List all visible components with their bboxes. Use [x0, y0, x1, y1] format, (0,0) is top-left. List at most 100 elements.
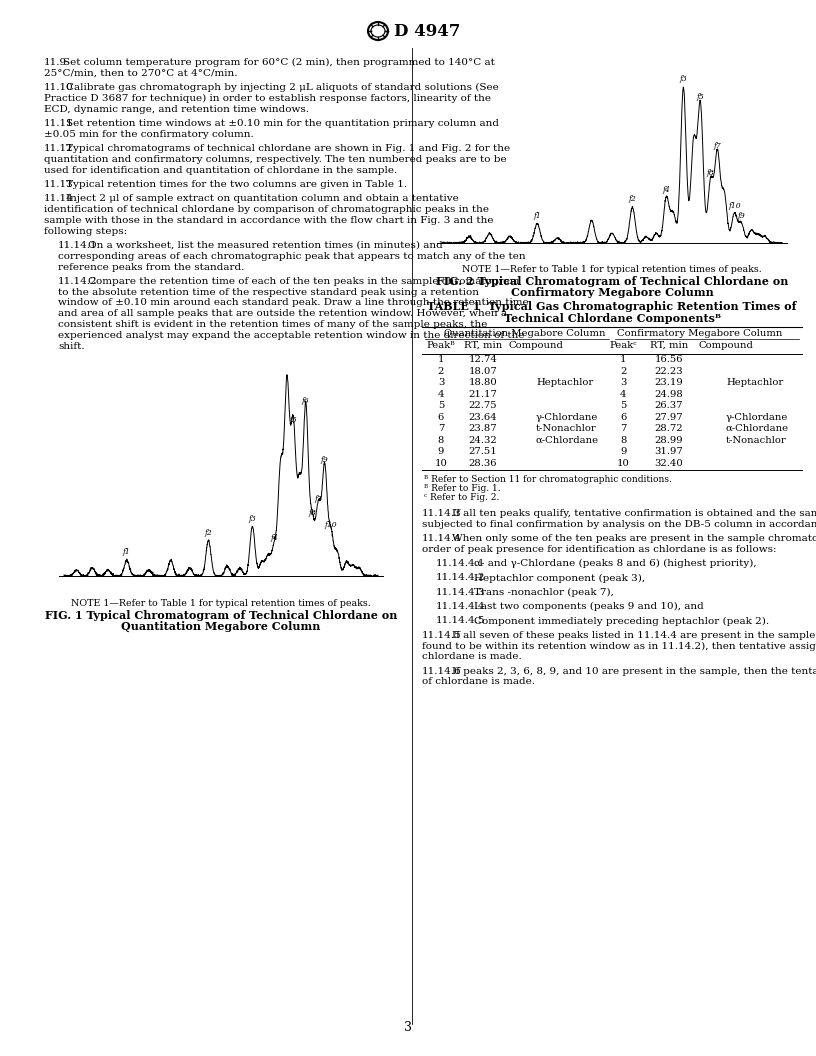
Text: On a worksheet, list the measured retention times (in minutes) and: On a worksheet, list the measured retent…	[88, 241, 443, 250]
Text: RT, min: RT, min	[463, 341, 502, 350]
Text: of chlordane is made.: of chlordane is made.	[422, 677, 535, 686]
Text: f7: f7	[713, 142, 721, 150]
Text: ᶜ Refer to Fig. 2.: ᶜ Refer to Fig. 2.	[424, 493, 499, 502]
Text: Compound: Compound	[698, 341, 753, 350]
Text: f5: f5	[290, 416, 297, 425]
Text: 22.23: 22.23	[654, 366, 683, 376]
Text: f3: f3	[680, 75, 687, 83]
Text: Component immediately preceding heptachlor (peak 2).: Component immediately preceding heptachl…	[474, 617, 769, 625]
Text: 11.14.4.1: 11.14.4.1	[436, 560, 486, 568]
Text: ᴮ Refer to Section 11 for chromatographic conditions.: ᴮ Refer to Section 11 for chromatographi…	[424, 475, 672, 484]
Text: 27.97: 27.97	[654, 413, 683, 421]
Text: to the absolute retention time of the respective standard peak using a retention: to the absolute retention time of the re…	[58, 287, 479, 297]
Text: If all ten peaks qualify, tentative confirmation is obtained and the sample may : If all ten peaks qualify, tentative conf…	[452, 509, 816, 518]
Text: and area of all sample peaks that are outside the retention window. However, whe: and area of all sample peaks that are ou…	[58, 309, 507, 318]
Text: Heptachlor: Heptachlor	[726, 378, 783, 388]
Text: α-Chlordane: α-Chlordane	[536, 436, 599, 445]
Text: 10: 10	[435, 458, 447, 468]
Text: 11.14.4.5: 11.14.4.5	[436, 617, 486, 625]
Text: 11.12: 11.12	[44, 144, 73, 153]
Text: TABLE 1  Typical Gas Chromatographic Retention Times of: TABLE 1 Typical Gas Chromatographic Rete…	[428, 301, 796, 312]
Text: following steps:: following steps:	[44, 227, 127, 235]
Text: NOTE 1—Refer to Table 1 for typical retention times of peaks.: NOTE 1—Refer to Table 1 for typical rete…	[71, 599, 371, 608]
Text: Confirmatory Megabore Column: Confirmatory Megabore Column	[511, 287, 713, 298]
Text: 9: 9	[620, 448, 627, 456]
Text: 7: 7	[438, 425, 444, 433]
Text: 1: 1	[437, 355, 444, 364]
Text: chlordane is made.: chlordane is made.	[422, 653, 521, 661]
Text: 6: 6	[438, 413, 444, 421]
Text: 11.10: 11.10	[44, 83, 73, 92]
Text: Compound: Compound	[508, 341, 563, 350]
Text: 11.14.1: 11.14.1	[58, 241, 98, 250]
Text: f4: f4	[271, 534, 278, 543]
Text: 26.37: 26.37	[654, 401, 683, 410]
Text: 3: 3	[404, 1021, 412, 1034]
Text: 11.14.2: 11.14.2	[58, 277, 98, 286]
Text: corresponding areas of each chromatographic peak that appears to match any of th: corresponding areas of each chromatograp…	[58, 251, 526, 261]
Text: window of ±0.10 min around each standard peak. Draw a line through the retention: window of ±0.10 min around each standard…	[58, 299, 529, 307]
Text: α- and γ-Chlordane (peaks 8 and 6) (highest priority),: α- and γ-Chlordane (peaks 8 and 6) (high…	[474, 560, 756, 568]
Text: f2: f2	[205, 529, 212, 536]
Text: 10: 10	[617, 458, 630, 468]
Text: 11.14.4.4: 11.14.4.4	[436, 602, 486, 611]
Text: 6: 6	[620, 413, 627, 421]
Text: reference peaks from the standard.: reference peaks from the standard.	[58, 263, 244, 271]
Text: 9: 9	[438, 448, 444, 456]
Text: f2: f2	[628, 195, 636, 204]
Text: f10: f10	[728, 202, 741, 210]
Text: shift.: shift.	[58, 342, 85, 351]
Text: 24.32: 24.32	[468, 436, 497, 445]
Text: f9: f9	[321, 455, 329, 464]
Text: f8: f8	[308, 509, 316, 516]
Text: 5: 5	[438, 401, 444, 410]
Text: Technical Chlordane Componentsᴮ: Technical Chlordane Componentsᴮ	[503, 313, 721, 324]
Text: sample with those in the standard in accordance with the flow chart in Fig. 3 an: sample with those in the standard in acc…	[44, 215, 494, 225]
Text: Compare the retention time of each of the ten peaks in the sample chromatogram: Compare the retention time of each of th…	[88, 277, 520, 286]
Text: t-Nonachlor: t-Nonachlor	[726, 436, 787, 445]
Text: Practice D 3687 for technique) in order to establish response factors, linearity: Practice D 3687 for technique) in order …	[44, 94, 491, 103]
Text: order of peak presence for identification as chlordane is as follows:: order of peak presence for identificatio…	[422, 545, 777, 554]
Text: 24.98: 24.98	[654, 390, 683, 399]
Text: α-Chlordane: α-Chlordane	[726, 425, 789, 433]
Text: 11.14.4: 11.14.4	[422, 534, 462, 543]
Text: f1: f1	[534, 211, 541, 220]
Text: 28.99: 28.99	[654, 436, 683, 445]
Text: Peakᶜ: Peakᶜ	[610, 341, 637, 350]
Text: ±0.05 min for the confirmatory column.: ±0.05 min for the confirmatory column.	[44, 130, 254, 138]
Text: quantitation and confirmatory columns, respectively. The ten numbered peaks are : quantitation and confirmatory columns, r…	[44, 155, 507, 164]
Text: identification of technical chlordane by comparison of chromatographic peaks in : identification of technical chlordane by…	[44, 205, 489, 214]
Text: Typical chromatograms of technical chlordane are shown in Fig. 1 and Fig. 2 for : Typical chromatograms of technical chlor…	[66, 144, 511, 153]
Text: FIG. 2 Typical Chromatogram of Technical Chlordane on: FIG. 2 Typical Chromatogram of Technical…	[436, 276, 788, 287]
Text: Trans -nonachlor (peak 7),: Trans -nonachlor (peak 7),	[474, 588, 614, 597]
Text: Set column temperature program for 60°C (2 min), then programmed to 140°C at: Set column temperature program for 60°C …	[63, 58, 494, 68]
Text: 11.9: 11.9	[44, 58, 67, 67]
Text: Calibrate gas chromatograph by injecting 2 μL aliquots of standard solutions (Se: Calibrate gas chromatograph by injecting…	[66, 83, 499, 92]
Text: 4: 4	[437, 390, 444, 399]
Text: 5: 5	[620, 401, 627, 410]
Text: 23.64: 23.64	[468, 413, 497, 421]
Text: If all seven of these peaks listed in 11.14.4 are present in the sample (for exa: If all seven of these peaks listed in 11…	[452, 630, 816, 640]
Text: D 4947: D 4947	[394, 22, 460, 39]
Text: 31.97: 31.97	[654, 448, 683, 456]
Text: 18.07: 18.07	[468, 366, 497, 376]
Text: f4: f4	[663, 186, 670, 193]
Text: ᴮ Refer to Fig. 1.: ᴮ Refer to Fig. 1.	[424, 484, 501, 493]
Text: 7: 7	[620, 425, 627, 433]
Text: 11.14.3: 11.14.3	[422, 509, 462, 518]
Text: Heptachlor component (peak 3),: Heptachlor component (peak 3),	[474, 573, 645, 583]
Text: 8: 8	[438, 436, 444, 445]
Text: 22.75: 22.75	[468, 401, 497, 410]
Text: 28.36: 28.36	[468, 458, 497, 468]
Text: 21.17: 21.17	[468, 390, 497, 399]
Text: 23.87: 23.87	[468, 425, 497, 433]
Text: γ-Chlordane: γ-Chlordane	[536, 413, 598, 421]
Text: ECD, dynamic range, and retention time windows.: ECD, dynamic range, and retention time w…	[44, 105, 309, 114]
Text: 8: 8	[620, 436, 627, 445]
Text: f9: f9	[738, 211, 745, 220]
Text: f5: f5	[697, 93, 704, 101]
Text: 25°C/min, then to 270°C at 4°C/min.: 25°C/min, then to 270°C at 4°C/min.	[44, 69, 237, 78]
Text: used for identification and quantitation of chlordane in the sample.: used for identification and quantitation…	[44, 166, 397, 174]
Text: 32.40: 32.40	[654, 458, 683, 468]
Text: 12.74: 12.74	[468, 355, 497, 364]
